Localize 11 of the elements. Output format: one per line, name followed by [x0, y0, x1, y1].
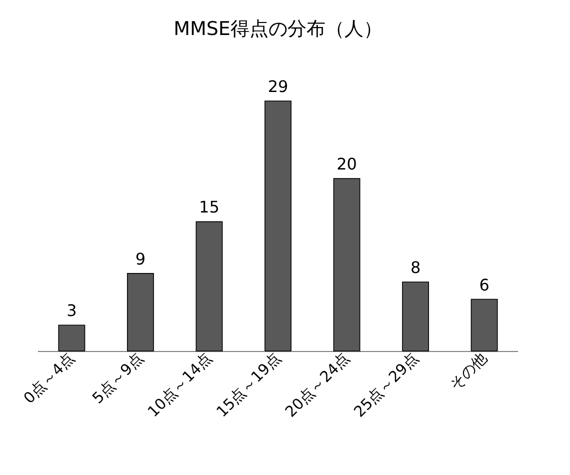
- data-label: 6: [479, 275, 490, 294]
- chart-title: MMSE得点の分布（人）: [174, 18, 382, 40]
- data-label: 3: [66, 301, 77, 320]
- data-label: 29: [268, 77, 288, 96]
- data-label: 15: [199, 198, 220, 217]
- x-tick-label: 5点～9点: [88, 349, 147, 408]
- data-label: 8: [410, 258, 421, 278]
- x-tick-label: 0点～4点: [20, 349, 78, 408]
- data-label: 20: [336, 154, 357, 174]
- data-label: 9: [135, 249, 146, 268]
- x-tick-label: その他: [446, 349, 491, 394]
